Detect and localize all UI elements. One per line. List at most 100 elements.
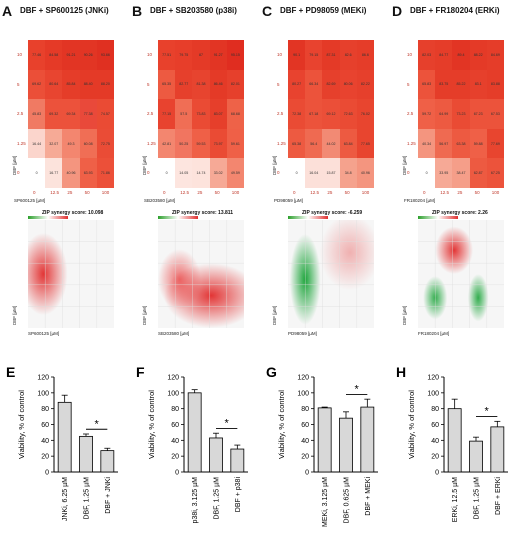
matrix-cell: 82.01 bbox=[226, 69, 244, 100]
dose-response-matrix: 82.03 84.77 89.4 88.22 84.69 65.83 83.75 85.22 8… bbox=[418, 40, 504, 188]
matrix-cell: 56.4 bbox=[305, 128, 323, 159]
synergy-region bbox=[158, 249, 201, 310]
y-tick-label: 0 bbox=[305, 470, 309, 477]
inhibitor-axis-label: SB203580 [µM] bbox=[144, 198, 176, 203]
matrix-cell: 72.38 bbox=[288, 99, 306, 129]
matrix-cell: 63.84 bbox=[339, 128, 357, 159]
x-tick-label: 25 bbox=[457, 190, 463, 195]
matrix-cell: 16.44 bbox=[28, 128, 46, 159]
x-tick-label: 25 bbox=[197, 190, 203, 195]
y-tick-label: 1.25 bbox=[147, 140, 156, 146]
matrix-cell: 38.47 bbox=[452, 158, 470, 188]
matrix-cell: 69.32 bbox=[45, 99, 63, 129]
matrix-cell: 90.26 bbox=[79, 40, 97, 70]
matrix-cell: 72.63 bbox=[339, 99, 357, 129]
bar-chart: E 0 20 40 60 80 100 120 Viability, % of control J… bbox=[6, 365, 118, 521]
matrix-cell: 82.03 bbox=[418, 40, 436, 70]
matrix-cell: 44.02 bbox=[322, 128, 340, 159]
panel-title: DBF + PD98059 (MEKi) bbox=[280, 6, 367, 15]
dose-response-matrix: 90.1 79.15 87.31 82.6 86.6 80.27 66.34 82.69 80.… bbox=[288, 40, 374, 188]
matrix-cell: 76.02 bbox=[356, 99, 374, 129]
matrix-cell: 82.6 bbox=[339, 40, 357, 70]
panel-letter: E bbox=[6, 365, 15, 380]
x-tick-label: 50 bbox=[84, 190, 90, 195]
panel-title: DBF + FR180204 (ERKi) bbox=[410, 6, 500, 15]
y-tick-label: 5 bbox=[147, 81, 150, 87]
matrix-cell: 95.15 bbox=[226, 40, 244, 70]
matrix-cell: 83.07 bbox=[209, 99, 227, 129]
matrix-cell: 34.8 bbox=[339, 158, 357, 188]
y-tick-label: 0 bbox=[407, 170, 410, 176]
x-tick-label: 0 bbox=[423, 190, 426, 195]
bar bbox=[209, 437, 223, 473]
inhibitor-axis-label: FR180204 [µM] bbox=[418, 331, 450, 336]
dbf-axis-label: DBF [µM] bbox=[402, 155, 407, 175]
matrix-cell: 77.46 bbox=[28, 40, 46, 70]
y-tick-label: 0 bbox=[17, 170, 20, 176]
matrix-cell: 65.38 bbox=[288, 128, 306, 159]
y-tick-label: 10 bbox=[147, 52, 153, 57]
y-tick-label: 1.25 bbox=[277, 140, 286, 146]
matrix-cell: 84.77 bbox=[435, 40, 453, 70]
matrix-cell: 73.23 bbox=[452, 99, 470, 129]
panel-c: C DBF + PD98059 (MEKi) 90.1 79.15 87.31 82.6 8… bbox=[260, 0, 389, 550]
matrix-cell: 40.96 bbox=[62, 158, 80, 188]
bar-chart: G 0 20 40 60 80 100 120 Viability, % of control M… bbox=[266, 365, 378, 527]
matrix-cell: 82.69 bbox=[322, 69, 340, 100]
matrix-cell: 40.96 bbox=[356, 158, 374, 188]
y-tick-label: 20 bbox=[301, 454, 309, 461]
matrix-cell: 79.15 bbox=[305, 40, 323, 70]
matrix-cell: 86.6 bbox=[356, 40, 374, 70]
x-tick-label: 100 bbox=[361, 190, 370, 195]
x-tick-label: 0 bbox=[163, 190, 166, 195]
matrix-cell: 32.07 bbox=[45, 128, 63, 159]
category-label: MEKi, 3.125 µM bbox=[322, 477, 329, 527]
y-tick-label: 20 bbox=[431, 454, 439, 461]
matrix-cell: 88.22 bbox=[469, 40, 487, 70]
category-label: p38i, 3.125 µM bbox=[192, 477, 199, 524]
synergy-region bbox=[467, 274, 489, 322]
panel-b: B DBF + SB203580 (p38i) 77.51 79.75 87 91.27 9… bbox=[130, 0, 259, 550]
matrix-cell: 33.02 bbox=[209, 158, 227, 188]
y-tick-label: 2.5 bbox=[17, 111, 24, 117]
matrix-cell: 73.83 bbox=[192, 99, 210, 129]
matrix-cell: 83.75 bbox=[435, 69, 453, 100]
x-tick-label: 50 bbox=[214, 190, 220, 195]
y-tick-label: 100 bbox=[37, 390, 49, 397]
y-tick-label: 0 bbox=[435, 470, 439, 477]
dbf-axis-label: DBF [µM] bbox=[272, 155, 277, 175]
matrix-cell: 71.86 bbox=[96, 158, 114, 188]
bar bbox=[469, 440, 483, 473]
matrix-cell: 68.68 bbox=[226, 99, 244, 129]
synergy-color-scale bbox=[158, 216, 198, 219]
matrix-cell: 93.66 bbox=[96, 40, 114, 70]
x-tick-label: 12.5 bbox=[50, 190, 59, 195]
matrix-cell: 42.81 bbox=[158, 128, 176, 159]
matrix-cell: 81.38 bbox=[192, 69, 210, 100]
panel-letter: C bbox=[262, 3, 273, 19]
y-tick-label: 80 bbox=[431, 406, 439, 413]
matrix-cell: 77.65 bbox=[356, 128, 374, 159]
inhibitor-axis-label: PD98059 [µM] bbox=[288, 331, 317, 336]
matrix-cell: 87 bbox=[192, 40, 210, 70]
matrix-cell: 57.5 bbox=[175, 99, 193, 129]
y-tick-label: 0 bbox=[147, 170, 150, 176]
x-tick-label: 12.5 bbox=[440, 190, 449, 195]
bar bbox=[490, 426, 505, 473]
matrix-cell: 14.05 bbox=[175, 158, 193, 188]
matrix-cell: 49.3 bbox=[62, 128, 80, 159]
panel-letter: G bbox=[266, 365, 277, 380]
matrix-cell: 80.06 bbox=[339, 69, 357, 100]
x-tick-label: 50 bbox=[344, 190, 350, 195]
y-tick-label: 60 bbox=[301, 422, 309, 429]
significance-marker: * bbox=[225, 417, 230, 429]
panel-letter: A bbox=[2, 3, 13, 19]
y-tick-label: 40 bbox=[171, 438, 179, 445]
matrix-cell: 74.57 bbox=[96, 99, 114, 129]
bar bbox=[79, 435, 93, 473]
synergy-surface bbox=[28, 220, 114, 328]
matrix-cell: 77.38 bbox=[79, 99, 97, 129]
y-tick-label: 100 bbox=[297, 390, 309, 397]
matrix-cell: 33.95 bbox=[435, 158, 453, 188]
matrix-cell: 73.97 bbox=[209, 128, 227, 159]
